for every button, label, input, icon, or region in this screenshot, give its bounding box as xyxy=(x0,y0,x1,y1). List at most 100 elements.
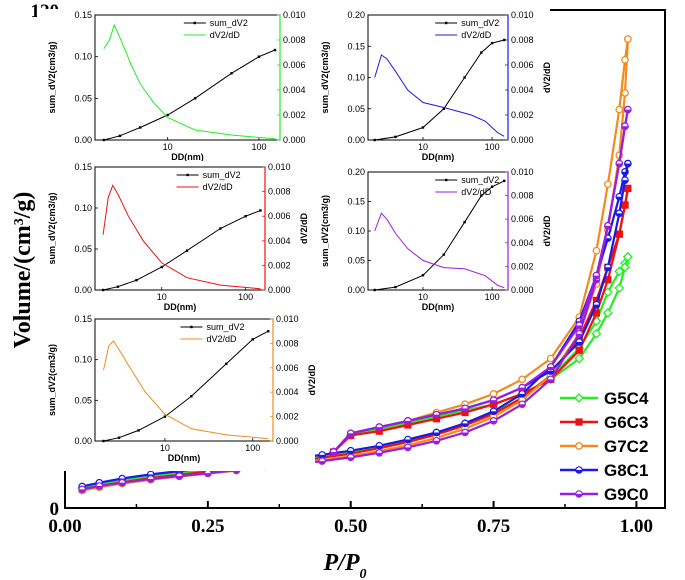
inset-y2-tick-label: 0.010 xyxy=(276,314,299,324)
inset-y2-label: dV2/dD xyxy=(307,364,317,396)
inset-sum-point xyxy=(163,415,167,418)
data-point xyxy=(574,353,585,364)
inset-sum-point xyxy=(138,126,142,129)
data-point-fill xyxy=(616,213,623,217)
inset-y2-tick-label: 0.000 xyxy=(276,436,299,446)
data-point xyxy=(604,180,612,189)
inset-legend-dist-label: dV2/dD xyxy=(203,182,234,192)
inset-x-label: DD(nm) xyxy=(422,302,455,312)
inset-y2-tick-label: 0.002 xyxy=(283,110,306,120)
data-point xyxy=(621,122,629,131)
inset-y2-tick-label: 0.006 xyxy=(511,214,534,224)
data-point xyxy=(592,271,601,280)
x-axis-title: P/P0 xyxy=(323,550,367,580)
legend-label: G6C3 xyxy=(604,413,648,432)
y-axis-title-sup: 3 xyxy=(12,218,27,225)
data-point xyxy=(318,451,326,459)
inset-y2-tick-label: 0.000 xyxy=(283,135,306,145)
y-axis-title-tail: /g) xyxy=(10,192,36,220)
inset-y-label: sum_dV2(cm3/g) xyxy=(320,41,330,113)
data-point xyxy=(518,383,526,392)
data-point xyxy=(346,453,355,462)
inset-sum-point xyxy=(225,362,228,365)
inset-legend-sum-marker xyxy=(193,21,196,25)
data-point xyxy=(375,449,384,457)
inset-y2-tick-label: 0.004 xyxy=(268,236,291,246)
inset-x-label: DD(nm) xyxy=(422,152,455,162)
inset-x-label: DD(nm) xyxy=(171,152,204,162)
inset-y-tick-label: 0.15 xyxy=(347,41,365,51)
data-point-fill xyxy=(624,109,632,113)
inset-y2-tick-label: 0.000 xyxy=(511,135,534,145)
inset-y2-tick-label: 0.010 xyxy=(283,10,306,20)
legend-swatch-marker xyxy=(575,442,583,450)
data-point xyxy=(518,390,526,398)
data-point xyxy=(592,300,601,309)
y-axis-title-main: Volume/(cm xyxy=(10,225,36,348)
inset-y-tick-label: 0.00 xyxy=(74,135,92,145)
inset-legend-dist-label: dV2/dD xyxy=(206,334,237,344)
inset-sum-point xyxy=(480,51,483,54)
inset-dist-line xyxy=(374,212,505,289)
inset-sum-line xyxy=(374,39,505,141)
inset-legend-sum-label: sum_dV2 xyxy=(461,18,499,28)
data-point xyxy=(615,105,624,114)
data-point xyxy=(624,159,632,168)
inset-sum-point xyxy=(251,338,254,341)
inset-frame xyxy=(94,166,266,291)
data-point-fill xyxy=(376,427,383,431)
legend-item-G6C3: G6C3 xyxy=(560,413,648,432)
inset-x-tick-label: 10 xyxy=(418,142,428,152)
data-point-fill xyxy=(461,423,469,427)
inset-x-tick-label: 100 xyxy=(245,443,260,453)
x-axis-title-sub: 0 xyxy=(360,567,367,580)
data-point-fill xyxy=(118,482,126,486)
data-point-fill xyxy=(347,450,354,454)
data-point-fill xyxy=(547,371,554,375)
inset-y2-tick-label: 0.008 xyxy=(276,338,299,348)
legend-swatch-marker xyxy=(575,418,583,426)
inset-sum-point xyxy=(219,227,222,230)
inset-4: 0.00 0.05 0.10 0.15 0.20 0.000 0.002 0.004 0.006… xyxy=(310,166,552,320)
inset-y-tick-label: 0.10 xyxy=(347,73,365,83)
data-point-fill xyxy=(593,275,600,279)
inset-y2-tick-label: 0.000 xyxy=(268,285,291,295)
inset-legend-sum-marker xyxy=(190,325,193,329)
inset-y2-tick-label: 0.006 xyxy=(283,60,306,70)
inset-y-tick-label: 0.10 xyxy=(74,355,92,365)
inset-y2-tick-label: 0.004 xyxy=(511,85,534,95)
insets-group: 0.000.050.100.150.0000.0020.0040.0060.00… xyxy=(37,9,552,471)
data-point xyxy=(546,363,555,371)
inset-sum-point xyxy=(373,288,376,292)
data-point xyxy=(404,443,412,452)
inset-sum-point xyxy=(137,429,140,432)
legend-label: G5C4 xyxy=(604,389,649,408)
data-point xyxy=(346,429,355,438)
data-point xyxy=(461,428,469,437)
inset-y-tick-label: 0.15 xyxy=(347,197,365,207)
data-point-fill xyxy=(404,447,412,451)
x-tick-label: 0.25 xyxy=(191,516,224,537)
data-point xyxy=(621,176,629,184)
inset-y2-tick-label: 0.010 xyxy=(511,10,534,20)
inset-y-label: sum_dV2(cm3/g) xyxy=(47,41,57,113)
inset-sum-point xyxy=(442,107,445,110)
inset-y2-tick-label: 0.004 xyxy=(276,387,299,397)
inset-sum-point xyxy=(490,41,494,45)
data-point xyxy=(546,375,555,384)
data-point-fill xyxy=(461,408,469,412)
data-point-fill xyxy=(461,432,469,436)
inset-legend-dist-label: dV2/dD xyxy=(461,187,492,197)
inset-y-tick-label: 0.20 xyxy=(347,10,365,20)
inset-y-tick-label: 0.00 xyxy=(74,285,92,295)
data-point xyxy=(591,328,602,339)
data-point-fill xyxy=(518,393,526,398)
data-point-fill xyxy=(433,432,440,436)
inset-sum-point xyxy=(185,249,189,252)
data-point xyxy=(461,419,469,428)
data-point xyxy=(624,35,632,43)
data-point xyxy=(602,308,613,318)
data-point-fill xyxy=(547,366,554,371)
data-point-fill xyxy=(404,439,412,443)
y-tick-label: 0 xyxy=(50,499,60,520)
